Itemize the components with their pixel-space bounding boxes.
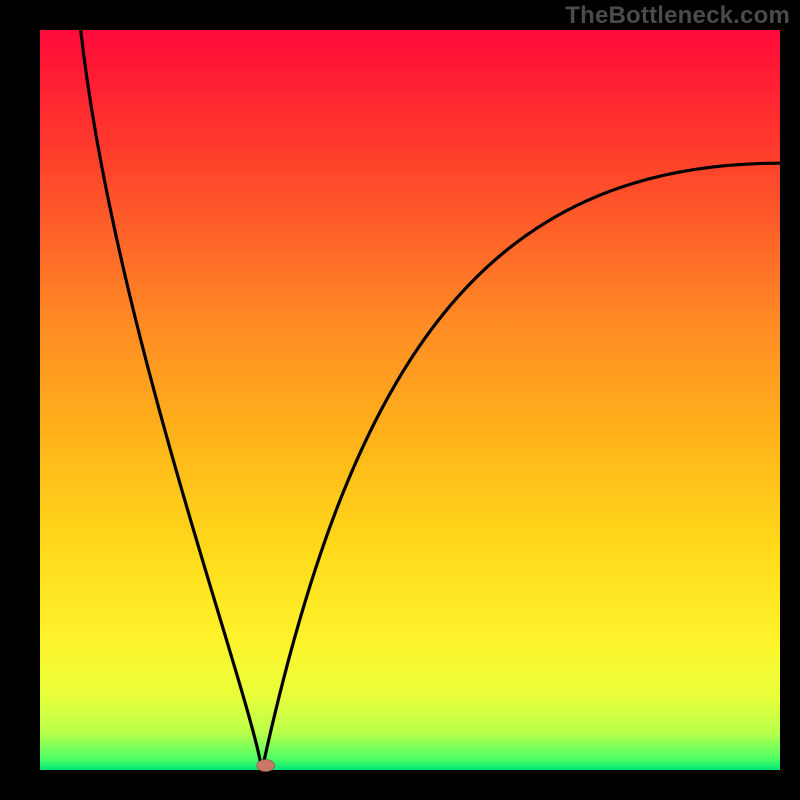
chart-container: TheBottleneck.com xyxy=(0,0,800,800)
chart-svg xyxy=(0,0,800,800)
watermark-text: TheBottleneck.com xyxy=(565,2,790,30)
min-point-marker xyxy=(257,760,275,772)
plot-background xyxy=(40,30,780,770)
